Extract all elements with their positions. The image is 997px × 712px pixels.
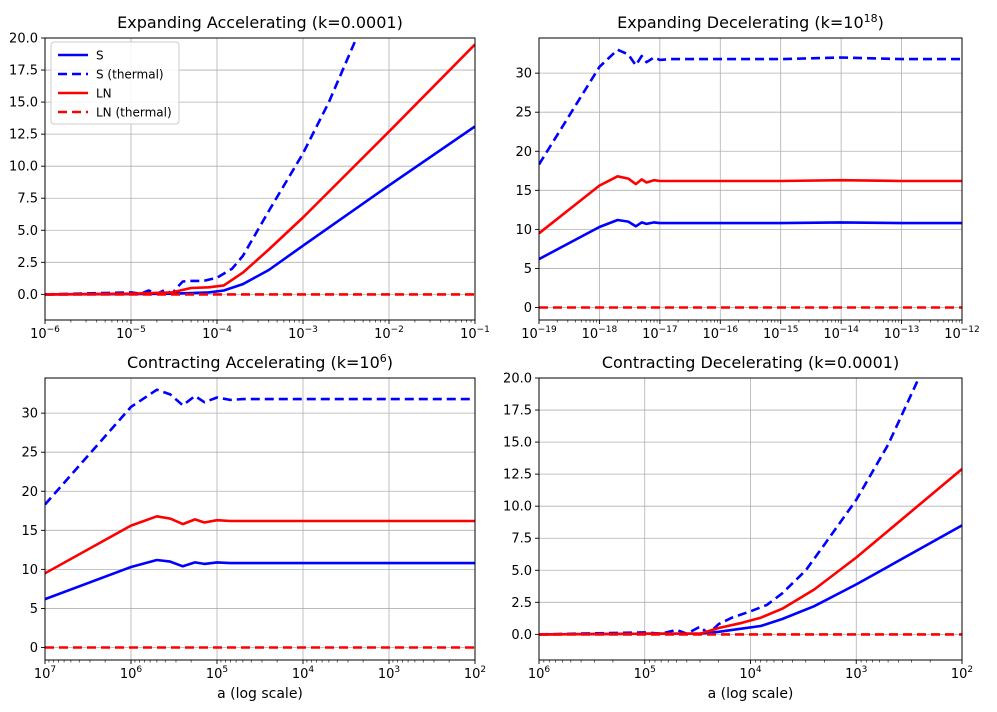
plot-frame	[44, 377, 476, 661]
x-tick-label-4: 10−2	[374, 325, 404, 342]
x-tick-label-4: 10−15	[763, 325, 799, 342]
subplot-title: Contracting Accelerating (k=106)	[127, 352, 393, 372]
y-tick-label-3: 7.5	[17, 192, 38, 207]
y-tick-label-3: 7.5	[511, 532, 532, 547]
y-tick-label-0: 0.0	[17, 288, 38, 303]
plot-frame	[538, 37, 963, 321]
x-axis-label: a (log scale)	[217, 686, 303, 702]
x-tick-label-0: 107	[34, 665, 56, 682]
y-tick-label-8: 20.0	[9, 32, 38, 47]
subplot-title: Expanding Decelerating (k=1018)	[617, 12, 884, 32]
subplot-1: 10−6 10−5 10−4 10−3 10−2 10−1 0.0 2.5 5.0 7.5 10.0…	[9, 13, 490, 342]
y-tick-label-2: 10	[21, 563, 38, 578]
x-tick-label-3: 103	[845, 665, 867, 682]
subplot-title: Expanding Accelerating (k=0.0001)	[117, 13, 403, 32]
y-tick-label-6: 30	[21, 407, 38, 422]
x-tick-label-0: 106	[528, 665, 551, 682]
y-tick-label-5: 25	[21, 446, 38, 461]
y-tick-label-5: 25	[515, 106, 532, 121]
x-tick-label-2: 104	[739, 665, 762, 682]
subplot-3: 107 106 105 104 103 102 0 5 10 15 20 25 30 Contractin…	[21, 352, 486, 702]
x-tick-label-7: 10−12	[944, 325, 980, 342]
x-tick-label-4: 103	[378, 665, 400, 682]
subplot-2: 10−19 10−18 10−17 10−16 10−15 10−14 10−13 10−12…	[515, 12, 979, 342]
x-tick-label-5: 10−1	[460, 325, 490, 342]
y-tick-label-2: 5.0	[511, 564, 532, 579]
subplot-4: 106 105 104 103 102 0.0 2.5 5.0 7.5 10.0 12.5 15.0 1…	[503, 353, 973, 702]
x-tick-label-1: 10−5	[116, 325, 146, 342]
legend-label-1: S (thermal)	[96, 68, 164, 82]
x-tick-label-0: 10−19	[521, 325, 557, 342]
y-tick-label-6: 30	[515, 67, 532, 82]
y-tick-label-7: 17.5	[9, 64, 38, 79]
x-tick-label-3: 10−3	[288, 325, 318, 342]
y-tick-label-1: 2.5	[511, 596, 532, 611]
y-tick-label-5: 12.5	[503, 468, 532, 483]
plot-frame	[44, 37, 476, 321]
y-tick-label-1: 5	[30, 602, 38, 617]
series-line-s	[45, 125, 475, 296]
legend-box	[50, 41, 180, 125]
x-tick-label-1: 106	[120, 665, 143, 682]
y-tick-label-8: 20.0	[503, 372, 532, 387]
x-tick-label-5: 102	[464, 665, 486, 682]
x-tick-label-2: 10−17	[642, 325, 678, 342]
y-tick-label-1: 5	[524, 262, 532, 277]
series-line-ln	[45, 514, 475, 575]
x-tick-label-0: 10−6	[30, 325, 60, 342]
x-tick-label-3: 10−16	[703, 325, 739, 342]
y-tick-label-5: 12.5	[9, 128, 38, 143]
x-tick-label-2: 105	[206, 665, 228, 682]
y-tick-label-6: 15.0	[503, 436, 532, 451]
series-line-s-thermal	[45, 38, 358, 296]
y-tick-label-3: 15	[515, 184, 532, 199]
legend: S S (thermal) LN LN (thermal)	[50, 41, 180, 125]
x-tick-label-3: 104	[292, 665, 315, 682]
x-tick-label-6: 10−13	[884, 325, 920, 342]
y-tick-label-6: 15.0	[9, 96, 38, 111]
y-tick-label-4: 20	[515, 145, 532, 160]
x-tick-label-4: 102	[951, 665, 973, 682]
y-tick-label-4: 20	[21, 485, 38, 500]
y-tick-label-0: 0	[30, 641, 38, 656]
x-tick-label-2: 10−4	[202, 325, 232, 342]
series-line-ln	[45, 43, 475, 296]
y-tick-label-0: 0.0	[511, 628, 532, 643]
y-tick-label-3: 15	[21, 524, 38, 539]
series-line-s	[45, 558, 475, 601]
series-line-s-thermal	[45, 388, 475, 506]
x-tick-label-5: 10−14	[823, 325, 859, 342]
subplot-title: Contracting Decelerating (k=0.0001)	[602, 353, 899, 372]
x-axis-label: a (log scale)	[708, 686, 794, 702]
legend-label-2: LN	[96, 87, 112, 101]
series-line-ln	[539, 175, 962, 235]
series-line-s-thermal	[539, 48, 962, 166]
x-tick-label-1: 105	[634, 665, 656, 682]
y-tick-label-0: 0	[524, 301, 532, 316]
y-tick-label-2: 5.0	[17, 224, 38, 239]
x-tick-label-1: 10−18	[582, 325, 618, 342]
y-tick-label-7: 17.5	[503, 404, 532, 419]
series-line-s-thermal	[539, 378, 921, 636]
y-tick-label-4: 10.0	[9, 160, 38, 175]
y-tick-label-1: 2.5	[17, 256, 38, 271]
y-tick-label-4: 10.0	[503, 500, 532, 515]
legend-label-0: S	[96, 49, 104, 63]
series-line-s	[539, 218, 962, 261]
y-tick-label-2: 10	[515, 223, 532, 238]
legend-label-3: LN (thermal)	[96, 106, 172, 120]
